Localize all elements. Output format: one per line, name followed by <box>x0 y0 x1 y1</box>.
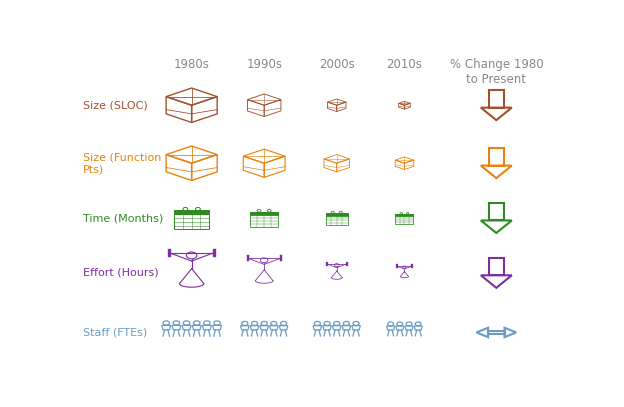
FancyBboxPatch shape <box>326 213 348 216</box>
FancyBboxPatch shape <box>174 210 209 214</box>
Text: Size (SLOC): Size (SLOC) <box>83 100 148 110</box>
Text: 2000s: 2000s <box>319 58 354 71</box>
Text: Effort (Hours): Effort (Hours) <box>83 268 158 278</box>
FancyBboxPatch shape <box>396 214 413 216</box>
Text: 1980s: 1980s <box>173 58 210 71</box>
Text: Size (Function
Pts): Size (Function Pts) <box>83 153 161 174</box>
Text: Time (Months): Time (Months) <box>83 213 163 223</box>
Text: Staff (FTEs): Staff (FTEs) <box>83 328 147 337</box>
Text: 2010s: 2010s <box>386 58 422 71</box>
Text: % Change 1980
to Present: % Change 1980 to Present <box>449 58 543 86</box>
FancyBboxPatch shape <box>250 212 278 215</box>
Text: 1990s: 1990s <box>246 58 282 71</box>
